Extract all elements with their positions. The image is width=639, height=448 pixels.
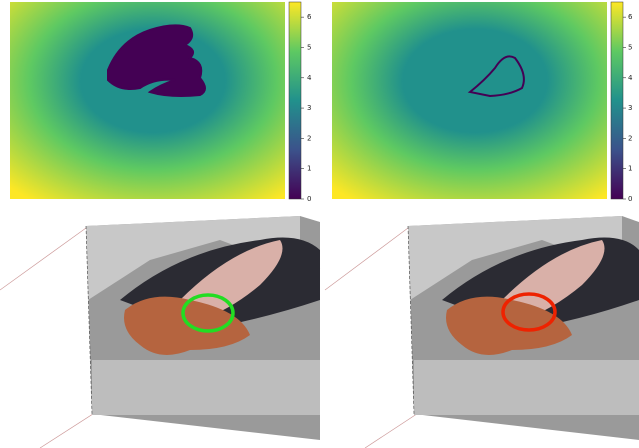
colorbar-tick-label: 4 — [628, 74, 633, 82]
colorbar-tick-label: 1 — [307, 165, 311, 173]
colorbar-tick-label: 0 — [628, 195, 632, 203]
colorbar-tick-label: 0 — [307, 195, 311, 203]
colorbar-tick-label: 2 — [628, 134, 632, 142]
colorbar-tick-label: 6 — [628, 13, 633, 21]
colorbar-tick-label: 2 — [307, 134, 311, 142]
heatmap-region — [467, 55, 525, 98]
colorbar-tick-label: 5 — [307, 43, 311, 51]
render-left — [0, 216, 321, 448]
colorbar-tick-label: 3 — [307, 104, 311, 112]
heatmap — [332, 2, 607, 199]
heatmap-region — [107, 24, 206, 97]
colorbar — [288, 1, 302, 200]
colorbar-tick-label: 1 — [628, 165, 632, 173]
colorbar-tick-label: 4 — [307, 74, 312, 82]
colorbar-tick-label: 3 — [628, 104, 632, 112]
colorbar-tick-label: 5 — [628, 43, 632, 51]
colorbar — [610, 1, 624, 200]
colorbar-tick-label: 6 — [307, 13, 312, 21]
render-right — [324, 216, 639, 448]
